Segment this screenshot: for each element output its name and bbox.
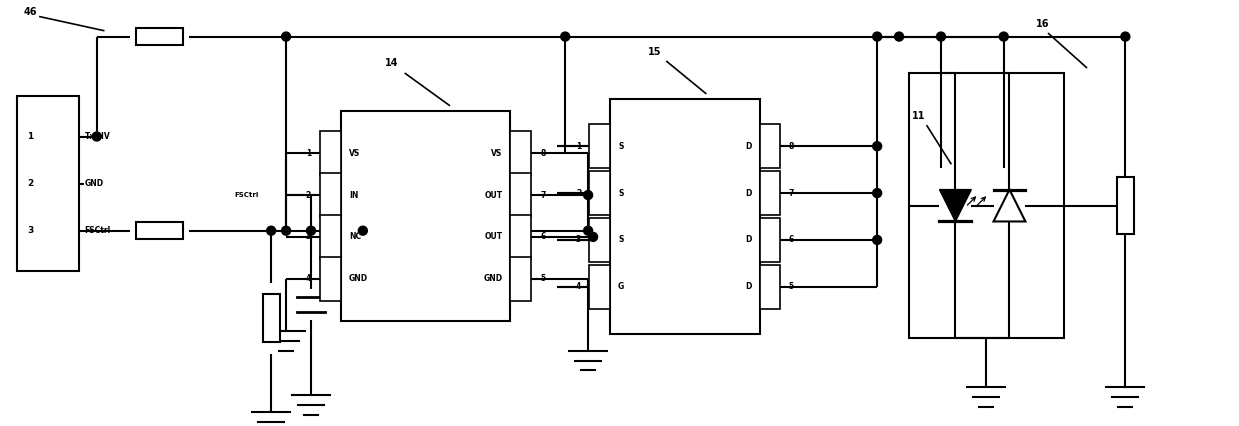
Text: 6: 6 bbox=[788, 236, 794, 245]
Bar bbox=[320, 215, 341, 259]
Circle shape bbox=[306, 226, 316, 235]
Bar bbox=[610, 99, 760, 334]
Circle shape bbox=[584, 190, 592, 199]
Text: 46: 46 bbox=[24, 7, 37, 17]
Text: 3: 3 bbox=[27, 226, 33, 235]
Bar bbox=[760, 218, 781, 262]
Text: GND: GND bbox=[84, 179, 104, 188]
Text: D: D bbox=[745, 282, 752, 291]
Text: D: D bbox=[745, 142, 752, 151]
Text: 4: 4 bbox=[306, 274, 311, 283]
Bar bbox=[135, 28, 183, 45]
Text: OUT: OUT bbox=[484, 190, 502, 199]
Text: 5: 5 bbox=[540, 274, 545, 283]
Circle shape bbox=[895, 32, 903, 41]
Circle shape bbox=[358, 226, 367, 235]
Text: 8: 8 bbox=[788, 142, 794, 151]
Circle shape bbox=[937, 32, 945, 41]
Bar bbox=[589, 265, 610, 309]
Text: VS: VS bbox=[491, 149, 502, 158]
Text: NC: NC bbox=[349, 233, 361, 242]
Text: 3: 3 bbox=[576, 236, 581, 245]
Text: G: G bbox=[618, 282, 624, 291]
Bar bbox=[589, 218, 610, 262]
Bar bbox=[589, 171, 610, 215]
Text: 5: 5 bbox=[788, 282, 793, 291]
Text: FSCtrl: FSCtrl bbox=[84, 226, 112, 235]
Circle shape bbox=[1000, 32, 1009, 41]
Text: GND: GND bbox=[349, 274, 368, 283]
Polygon shape bbox=[939, 190, 971, 222]
Bar bbox=[760, 171, 781, 215]
Text: 6: 6 bbox=[540, 233, 545, 242]
Text: 1: 1 bbox=[576, 142, 581, 151]
Text: D: D bbox=[745, 189, 752, 198]
Bar bbox=[589, 124, 610, 168]
Bar bbox=[135, 222, 183, 239]
Circle shape bbox=[92, 132, 102, 141]
Text: 7: 7 bbox=[788, 189, 794, 198]
Text: S: S bbox=[618, 189, 623, 198]
Bar bbox=[909, 73, 1063, 337]
Bar bbox=[341, 111, 510, 321]
Circle shape bbox=[589, 233, 597, 242]
Text: 4: 4 bbox=[576, 282, 581, 291]
Bar bbox=[760, 124, 781, 168]
Text: 14: 14 bbox=[385, 58, 399, 69]
Text: OUT: OUT bbox=[484, 233, 502, 242]
Circle shape bbox=[266, 226, 275, 235]
Text: 2: 2 bbox=[27, 179, 33, 188]
Bar bbox=[17, 96, 79, 271]
Bar bbox=[320, 131, 341, 175]
Circle shape bbox=[281, 32, 291, 41]
Circle shape bbox=[561, 32, 570, 41]
Text: S: S bbox=[618, 236, 623, 245]
Bar bbox=[1116, 177, 1134, 234]
Text: 1: 1 bbox=[306, 149, 311, 158]
Text: GND: GND bbox=[483, 274, 502, 283]
Bar bbox=[510, 215, 532, 259]
Text: 16: 16 bbox=[1036, 19, 1049, 29]
Text: S: S bbox=[618, 142, 623, 151]
Text: Tx-HV: Tx-HV bbox=[84, 132, 110, 141]
Bar bbox=[760, 265, 781, 309]
Circle shape bbox=[281, 226, 291, 235]
Text: 2: 2 bbox=[576, 189, 581, 198]
Circle shape bbox=[872, 189, 882, 198]
Text: 3: 3 bbox=[306, 233, 311, 242]
Text: D: D bbox=[745, 236, 752, 245]
Text: 1: 1 bbox=[27, 132, 33, 141]
Circle shape bbox=[1121, 32, 1130, 41]
Text: 15: 15 bbox=[648, 46, 662, 57]
Circle shape bbox=[872, 236, 882, 245]
Text: VS: VS bbox=[349, 149, 361, 158]
Text: IN: IN bbox=[349, 190, 358, 199]
Circle shape bbox=[584, 226, 592, 235]
Text: 11: 11 bbox=[912, 111, 926, 121]
Bar bbox=[263, 294, 280, 343]
Text: FSCtrl: FSCtrl bbox=[234, 192, 259, 198]
Bar bbox=[320, 173, 341, 217]
Bar bbox=[510, 131, 532, 175]
Bar bbox=[320, 257, 341, 301]
Text: 7: 7 bbox=[540, 190, 545, 199]
Bar bbox=[510, 173, 532, 217]
Text: 2: 2 bbox=[306, 190, 311, 199]
Circle shape bbox=[872, 32, 882, 41]
Polygon shape bbox=[994, 190, 1026, 222]
Circle shape bbox=[872, 142, 882, 151]
Text: 8: 8 bbox=[540, 149, 545, 158]
Bar bbox=[510, 257, 532, 301]
